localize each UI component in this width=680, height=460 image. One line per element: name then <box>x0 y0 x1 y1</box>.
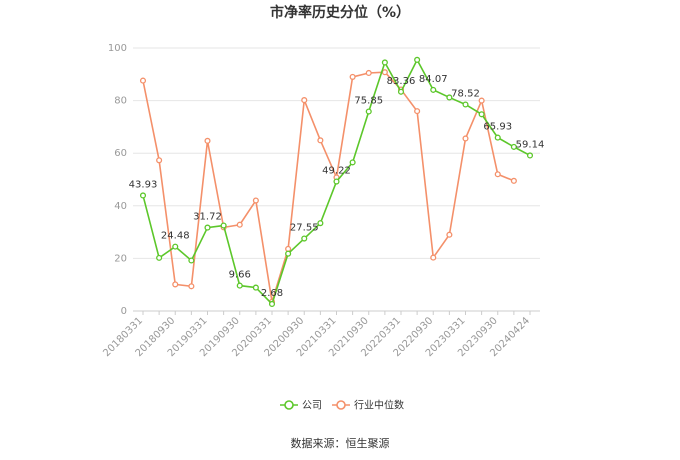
data-point <box>317 137 324 144</box>
data-point <box>478 111 485 118</box>
data-label: 78.52 <box>451 88 480 99</box>
data-label: 43.93 <box>129 179 158 190</box>
data-point <box>526 152 534 159</box>
y-tick-label: 40 <box>114 201 127 212</box>
data-point <box>285 245 292 252</box>
data-point <box>365 69 372 77</box>
data-point <box>139 77 147 84</box>
data-point <box>285 250 292 257</box>
legend-swatch-marker <box>336 400 346 410</box>
data-label: 49.22 <box>322 166 351 177</box>
data-point <box>156 254 163 261</box>
data-point <box>317 220 324 227</box>
data-point <box>204 137 211 144</box>
data-point <box>301 97 308 104</box>
data-point <box>414 56 421 63</box>
data-point <box>349 159 356 166</box>
data-point <box>462 135 469 142</box>
data-point <box>430 254 437 261</box>
data-point <box>349 73 356 80</box>
data-label: 83.36 <box>387 76 416 87</box>
y-tick-label: 0 <box>121 306 127 317</box>
data-point <box>204 224 211 231</box>
data-point <box>139 192 147 199</box>
data-point <box>172 281 179 288</box>
source-note: 数据来源：恒生聚源 <box>291 436 390 450</box>
series <box>139 56 534 308</box>
data-point <box>252 284 259 291</box>
data-label: 27.55 <box>290 223 319 234</box>
data-point <box>397 88 405 95</box>
legend-item-0[interactable]: 公司 <box>280 400 322 412</box>
data-point <box>381 59 388 66</box>
data-label: 84.07 <box>419 74 448 85</box>
data-point <box>236 221 243 228</box>
data-point <box>172 243 179 250</box>
data-label: 24.48 <box>161 231 190 242</box>
data-point <box>510 143 517 150</box>
data-label: 65.93 <box>483 122 512 133</box>
data-point <box>301 235 308 242</box>
y-tick-label: 80 <box>114 96 127 107</box>
legend-label: 行业中位数 <box>354 399 404 412</box>
data-point <box>494 171 501 178</box>
data-point <box>268 300 276 308</box>
series-1 <box>139 69 517 305</box>
data-point <box>188 283 195 290</box>
data-point <box>446 94 453 101</box>
data-label: 59.14 <box>516 139 545 150</box>
data-point <box>510 177 517 184</box>
legend-swatch-marker <box>284 400 294 410</box>
data-point <box>220 222 227 229</box>
series-0 <box>139 56 534 308</box>
legend-item-1[interactable]: 行业中位数 <box>332 399 404 412</box>
data-point <box>478 97 485 104</box>
y-tick-label: 20 <box>114 253 127 264</box>
data-point <box>333 178 340 185</box>
data-point <box>381 69 388 76</box>
data-label: 9.66 <box>229 270 251 281</box>
data-label: 75.85 <box>354 96 383 107</box>
data-point <box>156 157 163 164</box>
series-line <box>142 71 515 303</box>
chart-title: 市净率历史分位（%） <box>270 4 410 21</box>
data-point <box>414 108 421 115</box>
data-point <box>236 282 243 289</box>
y-tick-label: 60 <box>114 148 127 159</box>
data-label: 31.72 <box>193 212 222 223</box>
data-point <box>462 101 469 108</box>
data-point <box>188 257 195 264</box>
legend[interactable]: 公司 行业中位数 <box>280 399 404 412</box>
data-label: 2.68 <box>261 288 283 299</box>
y-tick-label: 100 <box>108 43 127 54</box>
data-point <box>365 108 372 115</box>
legend-label: 公司 <box>302 401 322 412</box>
data-point <box>430 86 437 93</box>
data-point <box>446 231 453 238</box>
data-point <box>252 197 259 204</box>
data-point <box>494 134 501 141</box>
